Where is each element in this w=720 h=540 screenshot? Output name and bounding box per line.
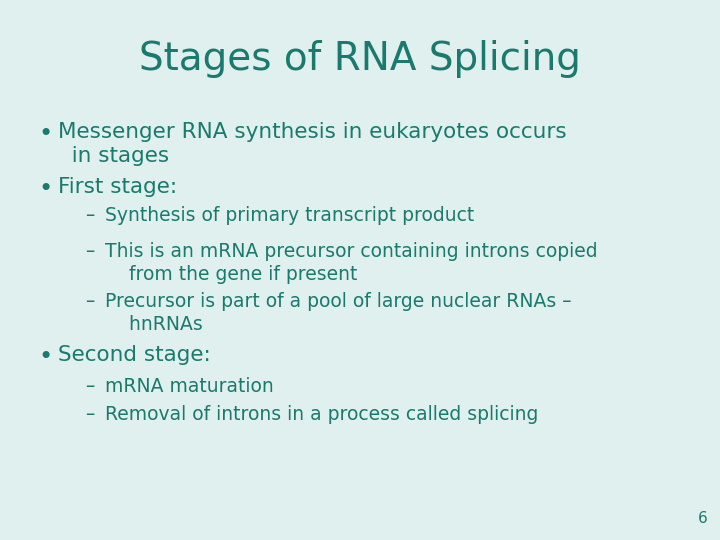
Text: –: – — [85, 242, 94, 261]
Text: –: – — [85, 405, 94, 424]
Text: Second stage:: Second stage: — [58, 345, 211, 365]
Text: •: • — [38, 122, 53, 146]
Text: Removal of introns in a process called splicing: Removal of introns in a process called s… — [105, 405, 539, 424]
Text: First stage:: First stage: — [58, 177, 177, 197]
Text: –: – — [85, 377, 94, 396]
Text: –: – — [85, 292, 94, 311]
Text: This is an mRNA precursor containing introns copied
    from the gene if present: This is an mRNA precursor containing int… — [105, 242, 598, 284]
Text: mRNA maturation: mRNA maturation — [105, 377, 274, 396]
Text: 6: 6 — [698, 511, 708, 526]
Text: Precursor is part of a pool of large nuclear RNAs –
    hnRNAs: Precursor is part of a pool of large nuc… — [105, 292, 572, 334]
Text: Synthesis of primary transcript product: Synthesis of primary transcript product — [105, 206, 474, 225]
Text: Messenger RNA synthesis in eukaryotes occurs
  in stages: Messenger RNA synthesis in eukaryotes oc… — [58, 122, 567, 166]
Text: •: • — [38, 345, 53, 369]
Text: –: – — [85, 206, 94, 225]
Text: Stages of RNA Splicing: Stages of RNA Splicing — [139, 40, 581, 78]
Text: •: • — [38, 177, 53, 201]
